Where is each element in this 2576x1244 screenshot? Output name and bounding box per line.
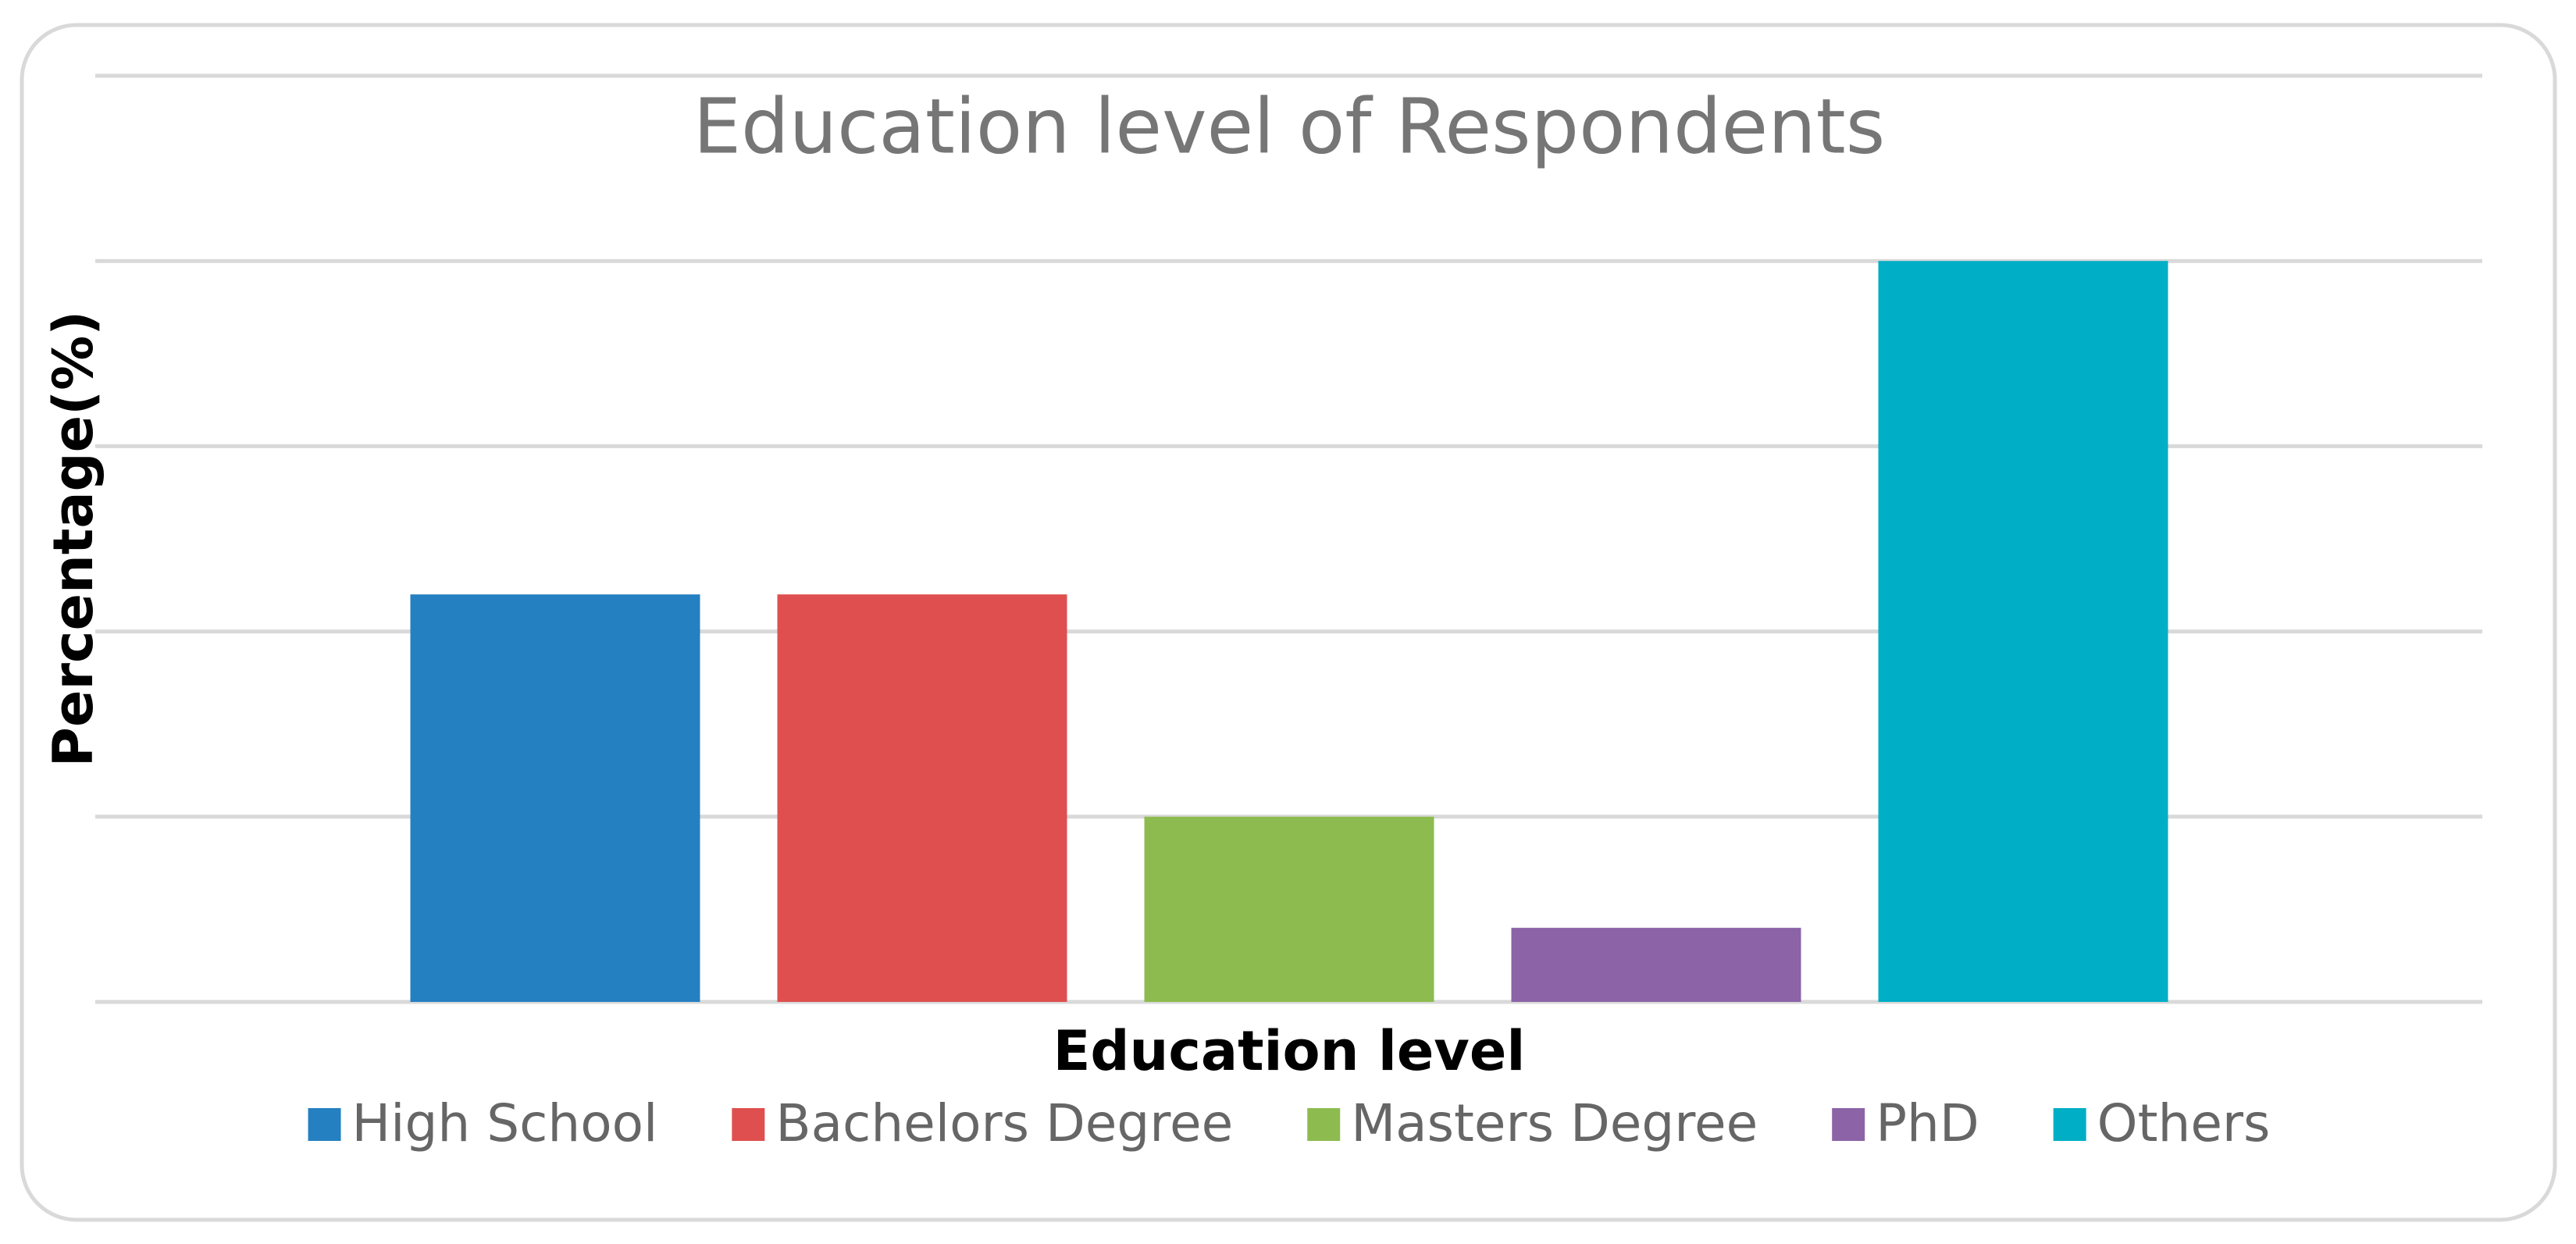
legend-swatch — [1832, 1108, 1865, 1141]
legend-swatch — [732, 1108, 765, 1141]
legend-label: Masters Degree — [1351, 1093, 1758, 1153]
legend-swatch — [308, 1108, 341, 1141]
chart-title: Education level of Respondents — [693, 82, 1886, 170]
y-axis-label: Percentage(%) — [41, 311, 105, 768]
bar — [1878, 261, 2168, 1002]
legend-label: PhD — [1876, 1093, 1979, 1153]
bar — [410, 594, 700, 1002]
bar — [1144, 816, 1434, 1002]
legend-swatch — [2053, 1108, 2086, 1141]
legend-label: Bachelors Degree — [775, 1093, 1233, 1153]
legend-swatch — [1307, 1108, 1341, 1141]
legend-label: High School — [352, 1093, 658, 1153]
bar — [777, 594, 1067, 1002]
legend-label: Others — [2097, 1093, 2271, 1153]
x-axis-label: Education level — [1053, 1019, 1526, 1083]
bar — [1511, 928, 1801, 1002]
